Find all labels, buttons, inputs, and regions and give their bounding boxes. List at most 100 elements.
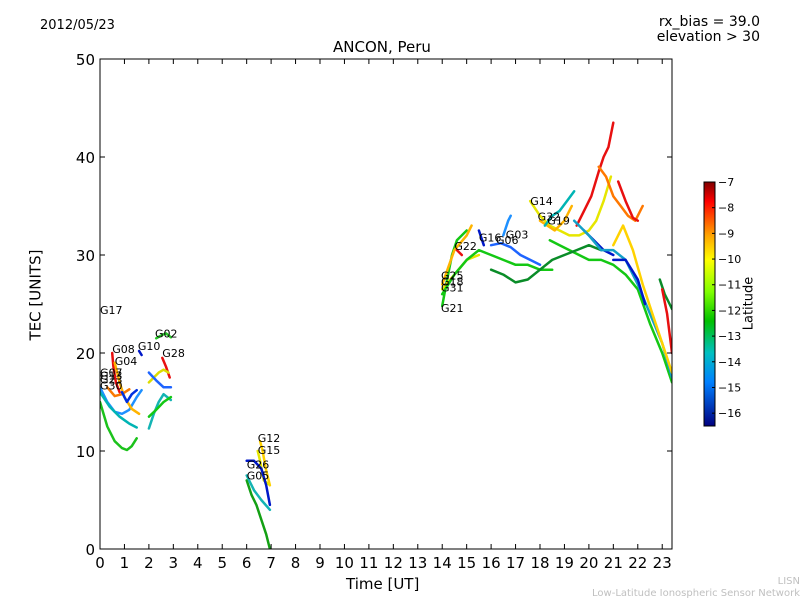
x-tick-label: 8	[291, 554, 301, 572]
prn-label-g28: G28	[162, 347, 185, 360]
x-tick-label: 14	[433, 554, 452, 572]
prn-label-g14: G14	[530, 195, 553, 208]
prn-label-g22: G22	[454, 240, 477, 253]
x-tick-label: 6	[242, 554, 252, 572]
prn-label-g25: G25	[441, 270, 464, 283]
series-line-g08	[110, 351, 121, 394]
series-line-g01	[575, 121, 615, 227]
x-tick-layer: 0 1 2 3 4 5 6 7 8 9 10 11 12 13 14 15 16 17 18 19 20 21 22 23	[95, 59, 672, 572]
footer-network: Low-Latitude Ionospheric Sensor Network	[592, 588, 800, 599]
series-line-g23	[106, 386, 131, 398]
colorbar-tick-label: −7	[718, 176, 734, 189]
x-tick-label: 20	[579, 554, 598, 572]
x-tick-label: 10	[335, 554, 354, 572]
x-tick-label: 22	[628, 554, 647, 572]
series-line-g03	[502, 214, 512, 237]
colorbar-tick-label: −15	[718, 381, 741, 394]
series-line-g20	[548, 239, 672, 384]
y-tick-label: 20	[76, 345, 95, 363]
x-tick-label: 19	[555, 554, 574, 572]
series-line-g37	[658, 278, 672, 311]
y-tick-label: 0	[85, 541, 95, 559]
y-tick-label: 10	[76, 443, 95, 461]
x-tick-label: 3	[169, 554, 179, 572]
series-line-g06	[489, 241, 542, 267]
prn-label-g19: G19	[547, 215, 570, 228]
series-line-g14	[528, 175, 613, 237]
x-tick-label: 9	[315, 554, 325, 572]
prn-label-layer: G17G08G04G10G02G28G07G13G23G30G12G15G26G…	[100, 195, 570, 482]
series-line-g24	[597, 165, 644, 222]
prn-label-g06: G06	[496, 234, 519, 247]
prn-label-g04: G04	[115, 355, 138, 368]
elevation-label: elevation > 30	[656, 29, 760, 45]
prn-label-g03: G03	[506, 228, 529, 241]
series-layer	[100, 121, 672, 549]
prn-label-g17: G17	[100, 304, 123, 317]
series-line-g09	[147, 368, 170, 384]
x-tick-label: 11	[359, 554, 378, 572]
series-line-g30	[120, 388, 138, 404]
colorbar-tick-label: −8	[718, 202, 734, 215]
x-tick-label: 1	[120, 554, 130, 572]
colorbar-tick-label: −10	[718, 253, 741, 266]
y-tick-label: 50	[76, 51, 95, 69]
x-tick-label: 18	[530, 554, 549, 572]
series-line-g25	[440, 224, 473, 286]
series-line-g22	[455, 248, 464, 257]
series-line-g27	[147, 392, 173, 430]
x-tick-label: 5	[217, 554, 227, 572]
series-line-g11	[489, 243, 603, 284]
x-tick-label: 23	[653, 554, 672, 572]
x-tick-label: 0	[95, 554, 105, 572]
prn-label-g18: G18	[441, 275, 464, 288]
colorbar-tick-label: −13	[718, 330, 741, 343]
series-line-g18	[440, 248, 554, 296]
x-tick-label: 21	[604, 554, 623, 572]
series-line-g38	[660, 288, 672, 355]
series-line-g10	[137, 349, 143, 357]
chart-title: ANCON, Peru	[333, 38, 431, 56]
prn-label-g15: G15	[258, 444, 281, 457]
series-line-g26x	[147, 371, 173, 389]
series-line-g13	[100, 390, 138, 429]
series-line-g28	[161, 356, 171, 379]
x-tick-label: 7	[266, 554, 276, 572]
x-tick-label: 2	[144, 554, 154, 572]
y-tick-label: 30	[76, 247, 95, 265]
prn-label-g31: G31	[441, 281, 464, 294]
x-axis-label: Time [UT]	[346, 575, 420, 593]
series-line-g12	[258, 439, 272, 487]
colorbar-tick-label: −9	[718, 227, 734, 240]
prn-label-g02: G02	[155, 327, 178, 340]
series-line-g19	[543, 190, 576, 227]
series-line-g02	[154, 332, 173, 340]
rx-bias-label: rx_bias = 39.0	[658, 14, 760, 30]
x-tick-label: 17	[506, 554, 525, 572]
series-line-g35	[612, 224, 672, 374]
colorbar-tick-label: −12	[718, 304, 741, 317]
footer-lisn: LISN	[777, 576, 800, 587]
colorbar	[703, 181, 716, 427]
plot-frame	[99, 58, 673, 550]
x-tick-label: 16	[482, 554, 501, 572]
prn-label-g30: G30	[100, 379, 123, 392]
y-tick-layer: 0 10 20 30 40 50	[76, 51, 672, 559]
colorbar-tick-label: −11	[718, 279, 741, 292]
series-line-g05	[245, 479, 272, 549]
prn-label-g07: G07	[100, 367, 123, 380]
prn-label-g16: G16	[479, 231, 502, 244]
prn-label-g12: G12	[258, 432, 281, 445]
series-line-g05b	[245, 474, 272, 512]
x-tick-label: 4	[193, 554, 203, 572]
x-tick-label: 15	[457, 554, 476, 572]
series-line-g29	[147, 395, 173, 418]
prn-label-g08: G08	[112, 343, 135, 356]
y-tick-label: 40	[76, 149, 95, 167]
prn-label-g21: G21	[441, 302, 464, 315]
series-line-g07	[100, 400, 138, 452]
series-line-g26	[245, 459, 272, 507]
colorbar-tick-layer: −7 −8 −9 −10 −11 −12 −13 −14 −15 −16	[712, 176, 741, 420]
date-label: 2012/05/23	[40, 18, 115, 33]
